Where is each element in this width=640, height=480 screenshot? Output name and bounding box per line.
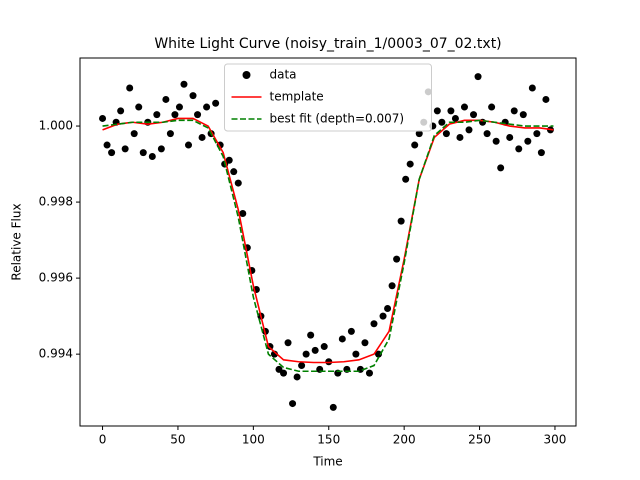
- data-point: [406, 160, 414, 168]
- data-point: [488, 103, 496, 111]
- x-tick-label: 50: [170, 433, 185, 447]
- data-point: [185, 141, 193, 149]
- data-point: [438, 118, 446, 126]
- line-series: [102, 119, 554, 373]
- data-point: [108, 149, 116, 157]
- data-point: [311, 346, 319, 354]
- data-point: [506, 133, 514, 141]
- data-point: [162, 95, 170, 103]
- data-point: [470, 111, 478, 119]
- legend-marker: [242, 71, 251, 79]
- data-point: [302, 350, 310, 358]
- data-point: [515, 145, 523, 153]
- data-point: [365, 369, 373, 377]
- x-tick-label: 200: [393, 433, 416, 447]
- data-point: [460, 103, 468, 111]
- y-tick-label: 0.996: [39, 271, 73, 285]
- data-point: [542, 95, 550, 103]
- y-tick-label: 0.998: [39, 195, 73, 209]
- data-point: [166, 130, 174, 138]
- x-tick-label: 250: [468, 433, 491, 447]
- legend-label: best fit (depth=0.007): [270, 112, 405, 126]
- data-point: [397, 217, 405, 225]
- data-point: [370, 320, 378, 328]
- data-point: [148, 152, 156, 160]
- data-point: [171, 111, 179, 119]
- data-point: [189, 92, 197, 100]
- data-point: [153, 111, 161, 119]
- data-point: [393, 255, 401, 263]
- x-tick-label: 100: [242, 433, 265, 447]
- data-point: [175, 103, 183, 111]
- data-point: [537, 149, 545, 157]
- legend-label: data: [270, 68, 297, 82]
- data-point: [456, 133, 464, 141]
- data-point: [519, 111, 527, 119]
- data-point: [329, 403, 337, 411]
- data-point: [379, 312, 387, 320]
- data-point: [384, 305, 392, 313]
- x-tick-label: 150: [317, 433, 340, 447]
- data-point: [352, 350, 360, 358]
- legend-label: template: [270, 90, 324, 104]
- data-point: [225, 156, 233, 164]
- data-point: [474, 73, 482, 81]
- legend-box: [224, 63, 432, 132]
- data-point: [289, 400, 297, 408]
- data-point: [298, 362, 306, 370]
- y-axis-label: Relative Flux: [10, 203, 24, 280]
- x-axis-label: Time: [312, 455, 342, 469]
- data-point: [524, 137, 532, 145]
- data-point: [528, 84, 536, 92]
- data-point: [99, 114, 107, 122]
- data-point: [194, 111, 202, 119]
- legend: data template best fit (depth=0.007): [224, 63, 432, 132]
- data-point: [117, 107, 125, 115]
- data-point: [497, 164, 505, 172]
- data-point: [442, 130, 450, 138]
- data-point: [402, 175, 410, 183]
- data-point: [126, 84, 134, 92]
- data-point: [347, 327, 355, 335]
- data-point: [533, 130, 541, 138]
- data-point: [157, 145, 165, 153]
- data-point: [492, 137, 500, 145]
- data-point: [375, 350, 383, 358]
- data-point: [465, 126, 473, 134]
- data-point: [130, 130, 138, 138]
- data-point: [284, 339, 292, 347]
- data-point: [139, 149, 147, 157]
- data-point: [411, 141, 419, 149]
- data-point: [388, 282, 396, 290]
- data-point: [451, 114, 459, 122]
- x-tick-label: 0: [99, 433, 107, 447]
- data-point: [230, 168, 238, 176]
- data-point: [203, 103, 211, 111]
- data-point: [180, 80, 188, 88]
- axes-frame: [79, 57, 577, 427]
- data-point: [234, 179, 242, 187]
- data-point: [293, 373, 301, 381]
- data-point: [307, 331, 315, 339]
- data-point: [103, 141, 111, 149]
- y-tick-label: 1.000: [39, 119, 73, 133]
- y-tick-label: 0.994: [39, 347, 73, 361]
- data-point: [447, 107, 455, 115]
- data-point: [510, 107, 518, 115]
- chart-title: White Light Curve (noisy_train_1/0003_07…: [154, 36, 501, 52]
- data-point: [415, 130, 423, 138]
- data-point: [433, 107, 441, 115]
- data-point: [239, 209, 247, 217]
- data-point: [135, 103, 143, 111]
- data-point: [320, 343, 328, 351]
- data-point: [361, 339, 369, 347]
- data-point: [212, 99, 220, 107]
- data-point: [338, 335, 346, 343]
- data-point: [280, 369, 288, 377]
- x-tick-label: 300: [544, 433, 567, 447]
- data-point: [198, 133, 206, 141]
- data-point: [483, 130, 491, 138]
- data-point: [121, 145, 129, 153]
